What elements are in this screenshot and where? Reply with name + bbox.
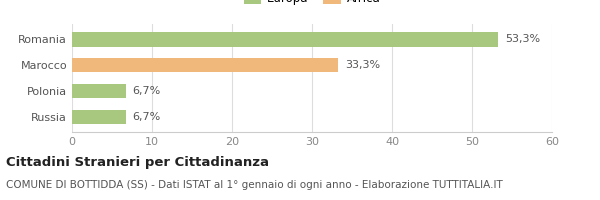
Bar bbox=[72, 58, 338, 72]
Bar bbox=[72, 110, 125, 124]
Legend: Europa, Africa: Europa, Africa bbox=[239, 0, 385, 9]
Bar bbox=[72, 32, 499, 46]
Text: 53,3%: 53,3% bbox=[505, 34, 540, 44]
Text: 6,7%: 6,7% bbox=[132, 112, 160, 122]
Text: 6,7%: 6,7% bbox=[132, 86, 160, 96]
Text: Cittadini Stranieri per Cittadinanza: Cittadini Stranieri per Cittadinanza bbox=[6, 156, 269, 169]
Text: COMUNE DI BOTTIDDA (SS) - Dati ISTAT al 1° gennaio di ogni anno - Elaborazione T: COMUNE DI BOTTIDDA (SS) - Dati ISTAT al … bbox=[6, 180, 503, 190]
Bar bbox=[72, 84, 125, 98]
Text: 33,3%: 33,3% bbox=[345, 60, 380, 70]
